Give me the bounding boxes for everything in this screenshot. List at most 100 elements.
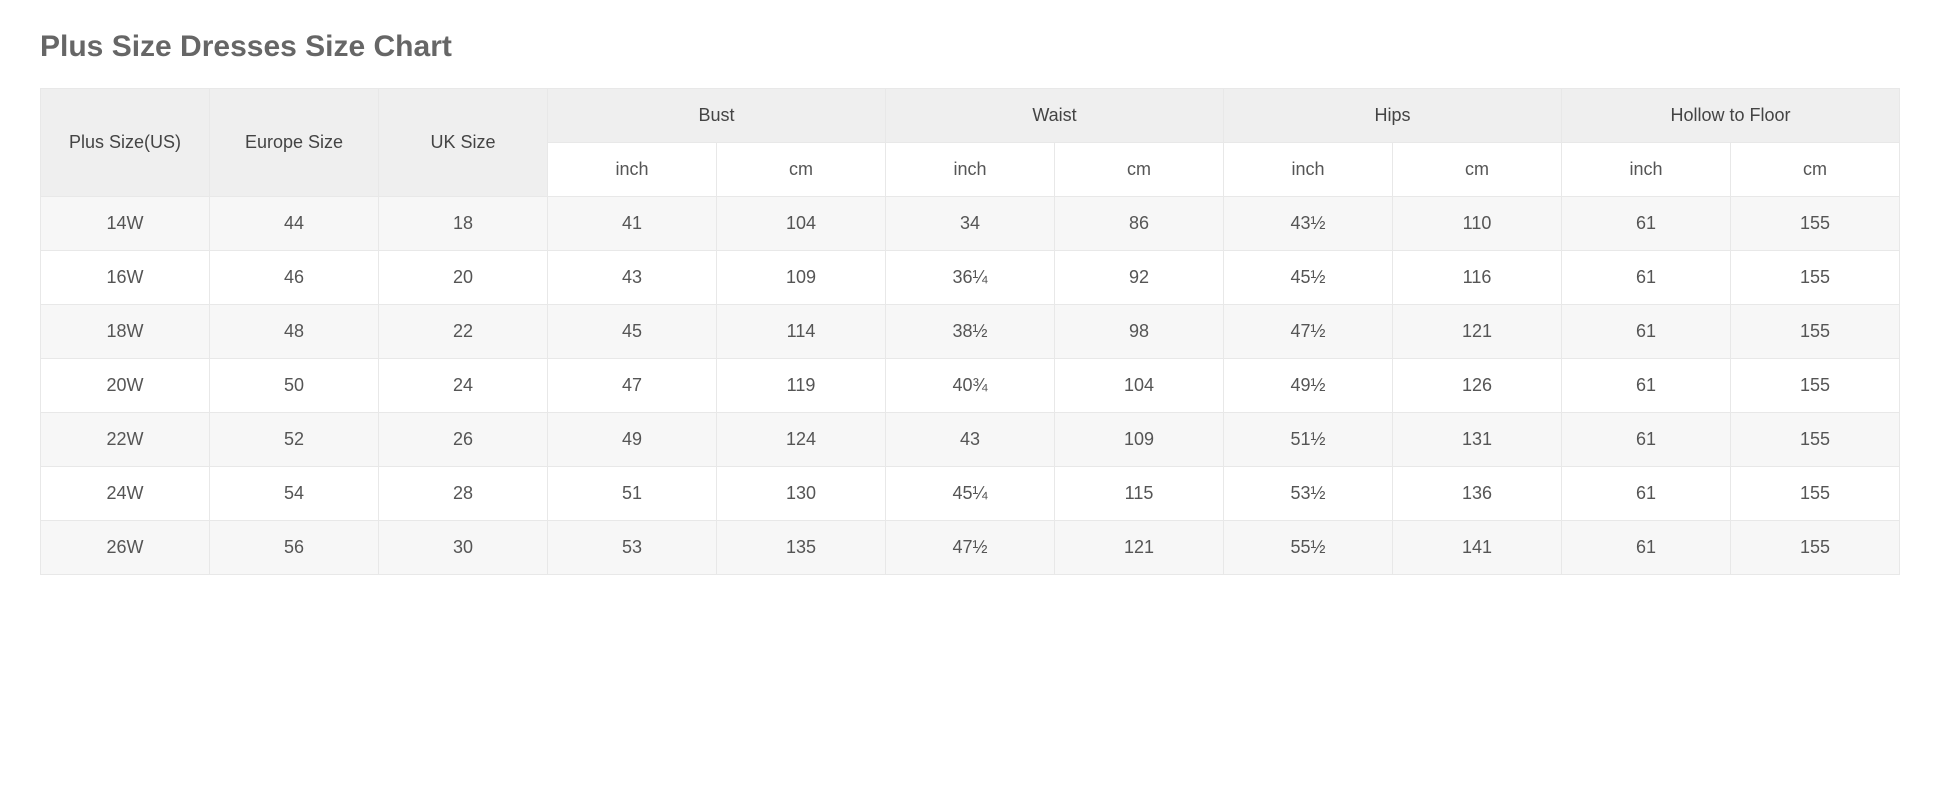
cell-uk: 30 (379, 521, 548, 575)
col-hips-cm: cm (1393, 143, 1562, 197)
cell-hips_in: 53½ (1224, 467, 1393, 521)
cell-hollow_in: 61 (1562, 305, 1731, 359)
cell-hollow_cm: 155 (1731, 413, 1900, 467)
cell-hips_in: 51½ (1224, 413, 1393, 467)
table-row: 14W441841104348643½11061155 (41, 197, 1900, 251)
cell-hollow_cm: 155 (1731, 359, 1900, 413)
col-europe: Europe Size (210, 89, 379, 197)
page-title: Plus Size Dresses Size Chart (40, 30, 1900, 64)
cell-plus_size: 16W (41, 251, 210, 305)
cell-plus_size: 18W (41, 305, 210, 359)
cell-hips_in: 47½ (1224, 305, 1393, 359)
col-hollow: Hollow to Floor (1562, 89, 1900, 143)
cell-waist_cm: 121 (1055, 521, 1224, 575)
cell-bust_in: 47 (548, 359, 717, 413)
table-row: 26W56305313547½12155½14161155 (41, 521, 1900, 575)
cell-bust_cm: 124 (717, 413, 886, 467)
cell-bust_cm: 130 (717, 467, 886, 521)
table-row: 16W46204310936¼9245½11661155 (41, 251, 1900, 305)
cell-bust_in: 51 (548, 467, 717, 521)
col-hips: Hips (1224, 89, 1562, 143)
cell-bust_in: 45 (548, 305, 717, 359)
cell-europe: 52 (210, 413, 379, 467)
cell-europe: 48 (210, 305, 379, 359)
cell-waist_in: 47½ (886, 521, 1055, 575)
cell-hips_in: 49½ (1224, 359, 1393, 413)
cell-uk: 22 (379, 305, 548, 359)
cell-bust_cm: 119 (717, 359, 886, 413)
cell-plus_size: 20W (41, 359, 210, 413)
col-waist-cm: cm (1055, 143, 1224, 197)
cell-europe: 56 (210, 521, 379, 575)
cell-europe: 54 (210, 467, 379, 521)
cell-hollow_cm: 155 (1731, 305, 1900, 359)
col-hollow-cm: cm (1731, 143, 1900, 197)
cell-waist_in: 45¼ (886, 467, 1055, 521)
table-header-main: Plus Size(US) Europe Size UK Size Bust W… (41, 89, 1900, 143)
cell-waist_cm: 92 (1055, 251, 1224, 305)
table-row: 18W48224511438½9847½12161155 (41, 305, 1900, 359)
cell-hips_cm: 116 (1393, 251, 1562, 305)
cell-plus_size: 14W (41, 197, 210, 251)
col-hips-inch: inch (1224, 143, 1393, 197)
cell-europe: 50 (210, 359, 379, 413)
cell-hips_cm: 141 (1393, 521, 1562, 575)
cell-hollow_cm: 155 (1731, 521, 1900, 575)
cell-hollow_in: 61 (1562, 251, 1731, 305)
cell-bust_in: 49 (548, 413, 717, 467)
cell-uk: 26 (379, 413, 548, 467)
cell-waist_in: 36¼ (886, 251, 1055, 305)
col-bust-inch: inch (548, 143, 717, 197)
cell-bust_cm: 104 (717, 197, 886, 251)
cell-hollow_cm: 155 (1731, 197, 1900, 251)
cell-hips_cm: 110 (1393, 197, 1562, 251)
cell-waist_in: 43 (886, 413, 1055, 467)
cell-bust_cm: 135 (717, 521, 886, 575)
table-body: 14W441841104348643½1106115516W4620431093… (41, 197, 1900, 575)
cell-hollow_cm: 155 (1731, 251, 1900, 305)
cell-plus_size: 26W (41, 521, 210, 575)
cell-waist_cm: 98 (1055, 305, 1224, 359)
cell-hips_cm: 131 (1393, 413, 1562, 467)
cell-bust_in: 53 (548, 521, 717, 575)
cell-uk: 18 (379, 197, 548, 251)
col-waist: Waist (886, 89, 1224, 143)
cell-waist_cm: 109 (1055, 413, 1224, 467)
cell-waist_in: 38½ (886, 305, 1055, 359)
cell-uk: 20 (379, 251, 548, 305)
col-plus-size: Plus Size(US) (41, 89, 210, 197)
col-bust-cm: cm (717, 143, 886, 197)
cell-bust_in: 43 (548, 251, 717, 305)
cell-hollow_in: 61 (1562, 197, 1731, 251)
cell-hollow_in: 61 (1562, 521, 1731, 575)
cell-europe: 44 (210, 197, 379, 251)
cell-waist_cm: 115 (1055, 467, 1224, 521)
cell-waist_in: 40¾ (886, 359, 1055, 413)
cell-hips_in: 43½ (1224, 197, 1393, 251)
cell-hollow_in: 61 (1562, 413, 1731, 467)
cell-bust_cm: 114 (717, 305, 886, 359)
col-hollow-inch: inch (1562, 143, 1731, 197)
cell-europe: 46 (210, 251, 379, 305)
cell-hips_in: 55½ (1224, 521, 1393, 575)
cell-uk: 28 (379, 467, 548, 521)
cell-waist_cm: 86 (1055, 197, 1224, 251)
cell-hips_cm: 121 (1393, 305, 1562, 359)
col-waist-inch: inch (886, 143, 1055, 197)
cell-waist_cm: 104 (1055, 359, 1224, 413)
size-chart-table: Plus Size(US) Europe Size UK Size Bust W… (40, 88, 1900, 575)
cell-bust_cm: 109 (717, 251, 886, 305)
cell-bust_in: 41 (548, 197, 717, 251)
table-row: 22W5226491244310951½13161155 (41, 413, 1900, 467)
cell-hollow_in: 61 (1562, 467, 1731, 521)
col-uk: UK Size (379, 89, 548, 197)
cell-uk: 24 (379, 359, 548, 413)
col-bust: Bust (548, 89, 886, 143)
cell-hips_in: 45½ (1224, 251, 1393, 305)
cell-hollow_cm: 155 (1731, 467, 1900, 521)
cell-plus_size: 24W (41, 467, 210, 521)
table-row: 20W50244711940¾10449½12661155 (41, 359, 1900, 413)
cell-hollow_in: 61 (1562, 359, 1731, 413)
cell-plus_size: 22W (41, 413, 210, 467)
cell-hips_cm: 136 (1393, 467, 1562, 521)
